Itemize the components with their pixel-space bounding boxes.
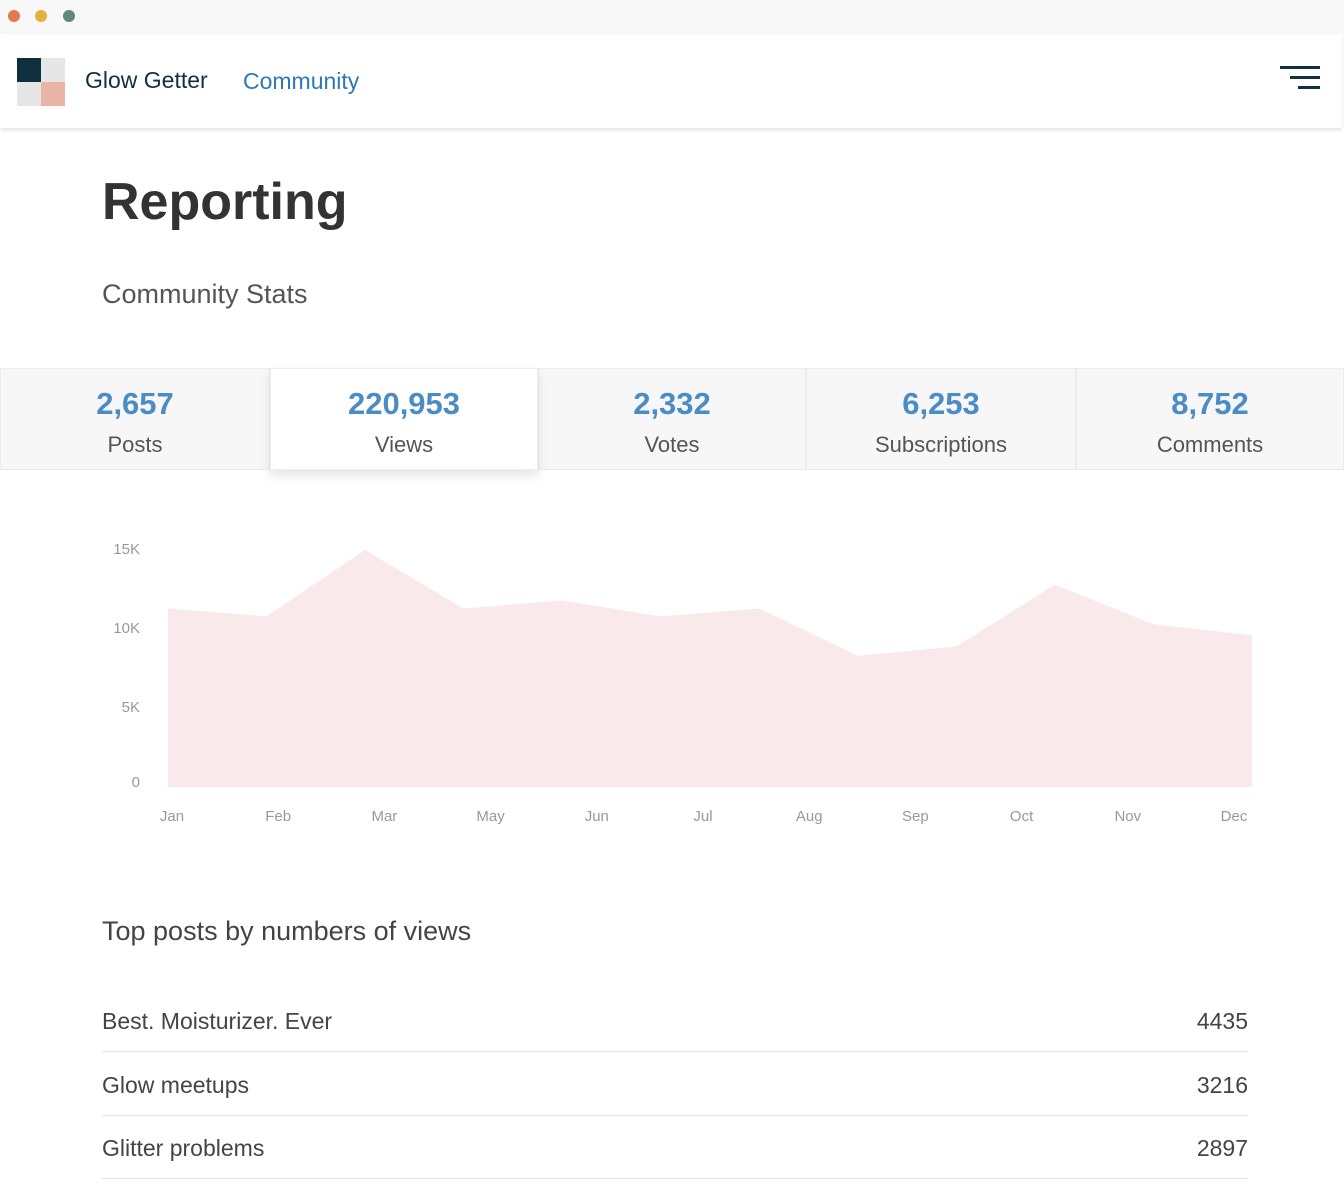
- minimize-dot[interactable]: [35, 10, 47, 22]
- page-title: Reporting: [102, 173, 348, 231]
- area: [168, 550, 1252, 787]
- section[interactable]: Community: [243, 68, 360, 94]
- x-tick-label: Jun: [585, 808, 609, 825]
- stat-value: 2,657: [96, 386, 174, 421]
- stat-label: Posts: [107, 432, 163, 457]
- stat-label: Votes: [644, 432, 700, 457]
- logo: [17, 82, 41, 106]
- zoom-dot[interactable]: [63, 10, 75, 22]
- logo: [17, 58, 41, 82]
- x-tick-label: Jul: [693, 808, 712, 825]
- post-row[interactable]: Best. Moisturizer. Ever 4435: [102, 988, 1248, 1052]
- stat-label: Subscriptions: [874, 432, 1008, 457]
- logo: [41, 82, 65, 106]
- x-tick-label: Jan: [160, 808, 184, 825]
- logo: [41, 58, 65, 82]
- stat-tab[interactable]: 6,253 Subscriptions: [806, 368, 1076, 470]
- brand[interactable]: Glow Getter: [85, 67, 208, 93]
- y-tick-label: 15K: [113, 541, 140, 558]
- posts-title: Top posts by numbers of views: [102, 916, 472, 946]
- x-tick-label: May: [476, 808, 505, 825]
- chart: 0 5K 10K 15K Jan Feb Mar May Jun Jul Aug Sep Oct Nov D…: [113, 541, 1252, 825]
- menu-button[interactable]: [1280, 66, 1320, 94]
- stat-value: 6,253: [902, 386, 980, 421]
- x-tick-label: Oct: [1010, 808, 1034, 825]
- x-tick-label: Feb: [265, 808, 291, 825]
- stat-value: 8,752: [1171, 386, 1249, 421]
- y-tick-label: 5K: [122, 699, 140, 716]
- x-tick-label: Mar: [371, 808, 397, 825]
- stat-tab[interactable]: 8,752 Comments: [1076, 368, 1344, 470]
- nav-bar: Glow Getter Community: [0, 34, 1342, 128]
- x-tick-label: Dec: [1221, 808, 1248, 825]
- close-dot[interactable]: [8, 10, 20, 22]
- post-title: Glow meetups: [102, 1072, 250, 1098]
- post-title: Glitter problems: [102, 1135, 265, 1161]
- stat-value: 220,953: [347, 386, 461, 421]
- x-tick-label: Sep: [902, 808, 929, 825]
- stat-value: 2,332: [633, 386, 711, 421]
- stat-tab[interactable]: 2,332 Votes: [538, 368, 806, 470]
- post-views: 3216: [1196, 1072, 1248, 1098]
- x-tick-label: Aug: [796, 808, 823, 825]
- post-title: Best. Moisturizer. Ever: [102, 1008, 333, 1034]
- post-row[interactable]: Glow meetups 3216: [102, 1052, 1248, 1116]
- post-views: 4435: [1196, 1008, 1248, 1034]
- stat-tab[interactable]: 2,657 Posts: [0, 368, 270, 470]
- y-tick-label: 10K: [113, 620, 140, 637]
- y-tick-label: 0: [132, 774, 140, 791]
- post-views: 2897: [1196, 1135, 1248, 1161]
- stat-label: Views: [374, 432, 434, 457]
- page-subtitle: Community Stats: [102, 279, 308, 309]
- window-bar: [0, 0, 1344, 34]
- stat-label: Comments: [1156, 432, 1264, 457]
- stat-tab[interactable]: 220,953 Views: [270, 368, 538, 470]
- x-tick-label: Nov: [1114, 808, 1141, 825]
- post-row[interactable]: Glitter problems 2897: [102, 1115, 1248, 1179]
